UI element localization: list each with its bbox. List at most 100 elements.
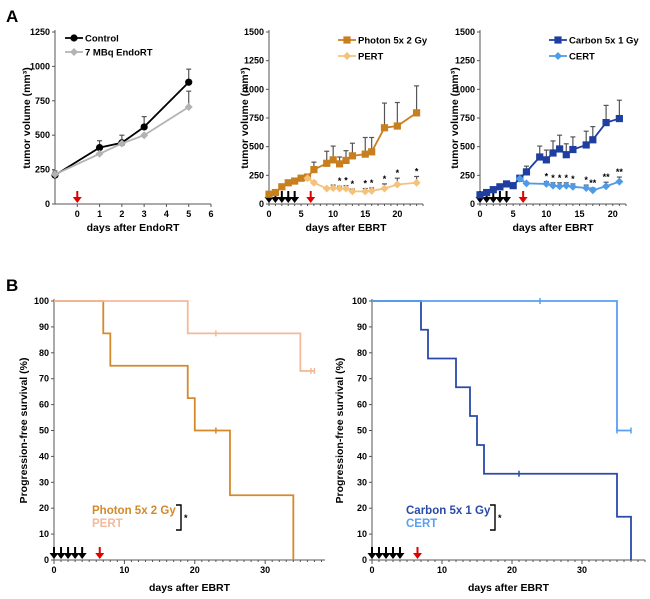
y-tick-label: 1250 [30, 27, 50, 37]
legend-label: CERT [406, 518, 437, 530]
fraction-arrow-head [63, 553, 73, 559]
fraction-arrow-head [488, 197, 498, 203]
treatment-arrow-head [95, 553, 105, 559]
series-photon-5x-2-gy [265, 85, 421, 198]
data-point [496, 183, 504, 191]
legend-label: 7 MBq EndoRT [85, 48, 153, 59]
y-tick-label: 60 [357, 400, 367, 410]
y-tick-label: 100 [352, 296, 367, 306]
fraction-arrow-head [70, 553, 80, 559]
legend-label: Carbon 5x 1 Gy [406, 505, 491, 517]
x-tick-label: 15 [575, 209, 585, 219]
x-tick-label: 30 [260, 565, 270, 575]
chart-km-carbon: 0 10 20 30 40 50 60 70 80 90 100 0 10 20 30 days after … [334, 296, 646, 594]
chart-carbon: 0 250 500 750 1000 1250 1500 0 5 10 15 20 days after… [449, 27, 639, 234]
legend-marker [554, 52, 562, 60]
y-tick-label: 20 [357, 503, 367, 513]
data-point [140, 131, 149, 140]
y-tick-label: 1000 [244, 84, 264, 94]
y-tick-label: 750 [460, 113, 475, 123]
fraction-arrow-head [495, 197, 505, 203]
survival-curve [372, 300, 631, 432]
legend-label: Photon 5x 2 Gy [92, 505, 176, 517]
legend-label: Photon 5x 2 Gy [358, 36, 428, 47]
series-cert [372, 298, 632, 434]
series-pert: * * * * * ** * [303, 166, 421, 196]
significance-star: * [396, 168, 400, 178]
fraction-arrow-head [381, 553, 391, 559]
data-point [502, 180, 511, 188]
data-point [615, 177, 624, 186]
data-point [509, 182, 517, 190]
y-tick-label: 1000 [30, 61, 50, 71]
data-point [95, 149, 104, 158]
series-pert [54, 300, 316, 374]
data-point [542, 156, 550, 164]
significance-star: * [338, 176, 342, 186]
y-tick-label: 70 [357, 374, 367, 384]
significance-star: * [565, 173, 569, 183]
fraction-arrow-head [77, 553, 87, 559]
significance-star: * [351, 179, 355, 189]
data-point [361, 187, 370, 196]
fraction-arrow-head [283, 197, 293, 203]
data-point [412, 109, 421, 117]
legend-marker [343, 52, 351, 60]
significance-star: * [551, 173, 555, 183]
significance-bracket [176, 504, 182, 531]
y-tick-label: 20 [39, 503, 49, 513]
data-point [310, 166, 318, 174]
fraction-arrow-head [49, 553, 59, 559]
series-cert: * * * * * * ****** [515, 167, 624, 195]
y-tick-label: 500 [460, 142, 475, 152]
data-point [536, 153, 544, 161]
y-tick-label: 1250 [455, 56, 475, 66]
legend-label: PERT [92, 518, 123, 530]
data-point [588, 186, 597, 195]
data-point [367, 186, 376, 195]
significance-star: * [498, 513, 502, 523]
data-point [348, 187, 357, 196]
panel-label-a: A [6, 7, 18, 26]
data-point [582, 141, 590, 149]
data-point [562, 181, 571, 190]
x-tick-label: 6 [208, 209, 213, 219]
data-point [602, 182, 611, 191]
data-point [140, 123, 148, 131]
x-tick-label: 0 [266, 209, 271, 219]
data-point [562, 151, 570, 159]
significance-star: * [415, 166, 419, 176]
x-axis-label: days after EBRT [512, 222, 594, 234]
x-tick-label: 10 [328, 209, 338, 219]
x-axis-label: days after EBRT [149, 582, 231, 594]
y-tick-label: 80 [357, 348, 367, 358]
x-tick-label: 5 [186, 209, 191, 219]
data-point [51, 170, 59, 179]
data-point [556, 145, 564, 153]
x-tick-label: 4 [164, 209, 169, 219]
fraction-arrow-head [277, 197, 287, 203]
series-carbon-5x-1-gy [476, 99, 623, 199]
y-tick-label: 750 [249, 113, 264, 123]
y-tick-label: 250 [249, 170, 264, 180]
y-tick-label: 1500 [455, 27, 475, 37]
data-point [322, 184, 331, 193]
y-tick-label: 500 [249, 142, 264, 152]
fraction-arrow-head [270, 197, 280, 203]
x-tick-label: 20 [392, 209, 402, 219]
fraction-arrow-head [367, 553, 377, 559]
data-point [615, 114, 623, 123]
data-point [393, 180, 402, 189]
data-point [309, 178, 318, 187]
y-tick-label: 50 [39, 426, 49, 436]
data-point [184, 102, 193, 111]
fraction-arrow-head [56, 553, 66, 559]
series-carbon-5x-1-gy [372, 300, 632, 560]
x-tick-label: 20 [608, 209, 618, 219]
y-tick-label: 90 [357, 322, 367, 332]
fraction-arrow-head [502, 197, 512, 203]
significance-star: * [363, 179, 367, 189]
survival-curve [372, 300, 632, 560]
y-tick-label: 80 [39, 348, 49, 358]
x-tick-label: 5 [299, 209, 304, 219]
